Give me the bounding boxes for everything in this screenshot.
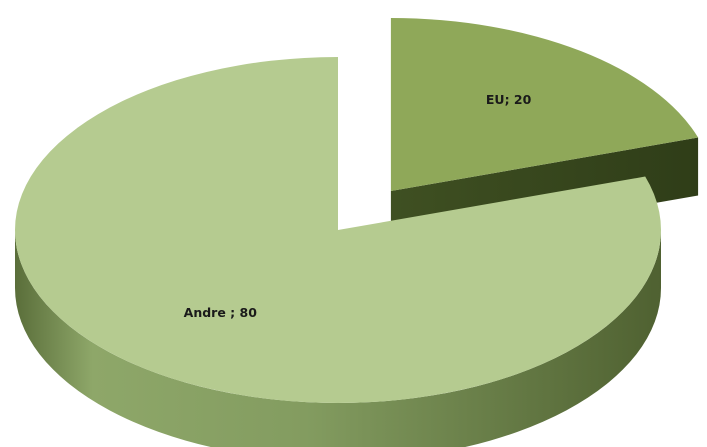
slice-side-wall [15,230,661,447]
slice-label-eu: EU; 20 [486,92,532,107]
slice-top-eu [390,18,699,192]
slice-top-andre [14,57,661,403]
slice-label-andre: Andre ; 80 [184,305,258,320]
pie-slice-andre [14,57,661,447]
